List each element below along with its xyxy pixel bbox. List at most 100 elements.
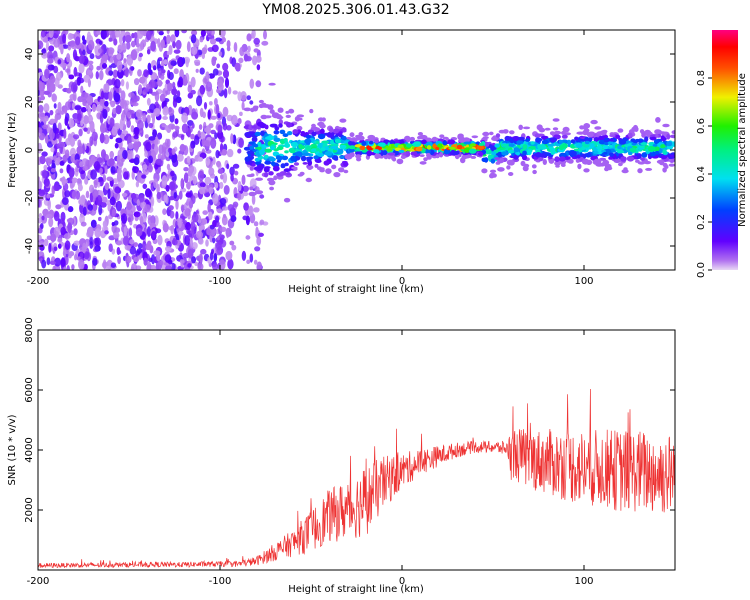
heatmap-cell (133, 256, 140, 263)
y-tick-label: 8000 (24, 317, 35, 342)
heatmap-cell (39, 244, 45, 251)
heatmap-cell (113, 232, 120, 239)
heatmap-cell (112, 69, 118, 78)
heatmap-cell (210, 30, 215, 36)
heatmap-cell (180, 134, 185, 141)
heatmap-cell (255, 55, 262, 63)
heatmap-cell (65, 137, 72, 146)
heatmap-cell (486, 145, 495, 149)
heatmap-cell (421, 139, 427, 145)
heatmap-cell (199, 186, 206, 195)
heatmap-cell (195, 68, 199, 73)
heatmap-cell (114, 78, 121, 89)
heatmap-cell (116, 154, 121, 164)
heatmap-cell (80, 85, 84, 94)
y-tick-label: -40 (24, 238, 35, 254)
heatmap-cell (156, 191, 161, 200)
heatmap-cell (257, 232, 264, 237)
heatmap-cell (630, 138, 636, 142)
heatmap-cell (54, 113, 58, 124)
heatmap-cell (435, 146, 440, 151)
heatmap-cell (276, 159, 281, 163)
heatmap-cell (57, 237, 63, 243)
heatmap-cell (67, 222, 72, 234)
heatmap-cell (615, 134, 621, 139)
heatmap-cell (481, 168, 488, 174)
heatmap-cell (452, 151, 460, 155)
heatmap-cell (109, 196, 116, 206)
heatmap-cell (204, 176, 212, 185)
heatmap-cell (602, 145, 609, 150)
heatmap-cell (296, 125, 303, 131)
heatmap-cell (501, 151, 509, 156)
heatmap-cell (217, 124, 223, 134)
heatmap-cell (94, 228, 101, 238)
heatmap-cell (68, 118, 75, 128)
heatmap-cell (358, 132, 364, 136)
heatmap-cell (567, 158, 574, 164)
heatmap-cell (172, 41, 176, 49)
heatmap-cell (249, 178, 257, 189)
heatmap-cell (583, 128, 590, 133)
heatmap-cell (68, 251, 75, 257)
heatmap-cell (264, 166, 271, 170)
heatmap-cell (637, 153, 642, 159)
heatmap-cell (463, 141, 472, 145)
heatmap-cell (44, 115, 49, 122)
heatmap-cell (146, 226, 152, 238)
heatmap-cell (127, 217, 132, 223)
heatmap-cell (471, 135, 479, 139)
heatmap-cell (69, 40, 76, 47)
heatmap-cell (131, 40, 136, 48)
heatmap-cell (226, 163, 230, 170)
heatmap-cell (50, 233, 57, 242)
heatmap-cell (123, 226, 128, 237)
heatmap-cell (509, 130, 515, 135)
snr-x-label: Height of straight line (km) (288, 584, 424, 595)
heatmap-cell (618, 139, 627, 145)
heatmap-cell (456, 144, 463, 150)
heatmap-cell (366, 150, 372, 157)
heatmap-cell (167, 147, 173, 154)
heatmap-cell (145, 243, 152, 251)
heatmap-cell (62, 197, 69, 206)
heatmap-cell (64, 149, 70, 159)
heatmap-cell (215, 104, 220, 115)
heatmap-cell (53, 38, 60, 48)
heatmap-cell (187, 263, 192, 268)
heatmap-cell (542, 159, 547, 165)
heatmap-cell (157, 79, 163, 87)
heatmap-cell (251, 125, 257, 129)
heatmap-cell (275, 155, 284, 161)
heatmap-cell (666, 141, 673, 147)
heatmap-cell (110, 56, 113, 63)
heatmap-cell (640, 157, 645, 161)
heatmap-cell (185, 222, 192, 231)
heatmap-cell (57, 59, 62, 65)
heatmap-cell (131, 113, 135, 119)
heatmap-cell (73, 240, 81, 246)
heatmap-cell (162, 208, 167, 215)
heatmap-cell (668, 163, 675, 167)
x-tick-label: 0 (399, 576, 405, 587)
heatmap-cell (181, 30, 187, 34)
heatmap-cell (221, 206, 229, 211)
heatmap-cell (38, 189, 46, 197)
heatmap-cell (221, 149, 228, 156)
heatmap-cell (156, 58, 161, 69)
heatmap-cell (547, 143, 555, 147)
y-tick-label: 40 (24, 48, 35, 61)
heatmap-cell (170, 224, 174, 235)
heatmap-cell (623, 167, 628, 172)
heatmap-cell (135, 109, 143, 119)
heatmap-cell (43, 238, 49, 247)
heatmap-cell (122, 149, 128, 160)
heatmap-cell (491, 151, 497, 156)
heatmap-cell (641, 152, 648, 158)
heatmap-cell (426, 152, 431, 158)
heatmap-cell (581, 158, 590, 165)
heatmap-cell (126, 202, 132, 211)
heatmap-cell (604, 166, 609, 172)
heatmap-cell (63, 128, 67, 139)
heatmap-cell (241, 101, 245, 111)
